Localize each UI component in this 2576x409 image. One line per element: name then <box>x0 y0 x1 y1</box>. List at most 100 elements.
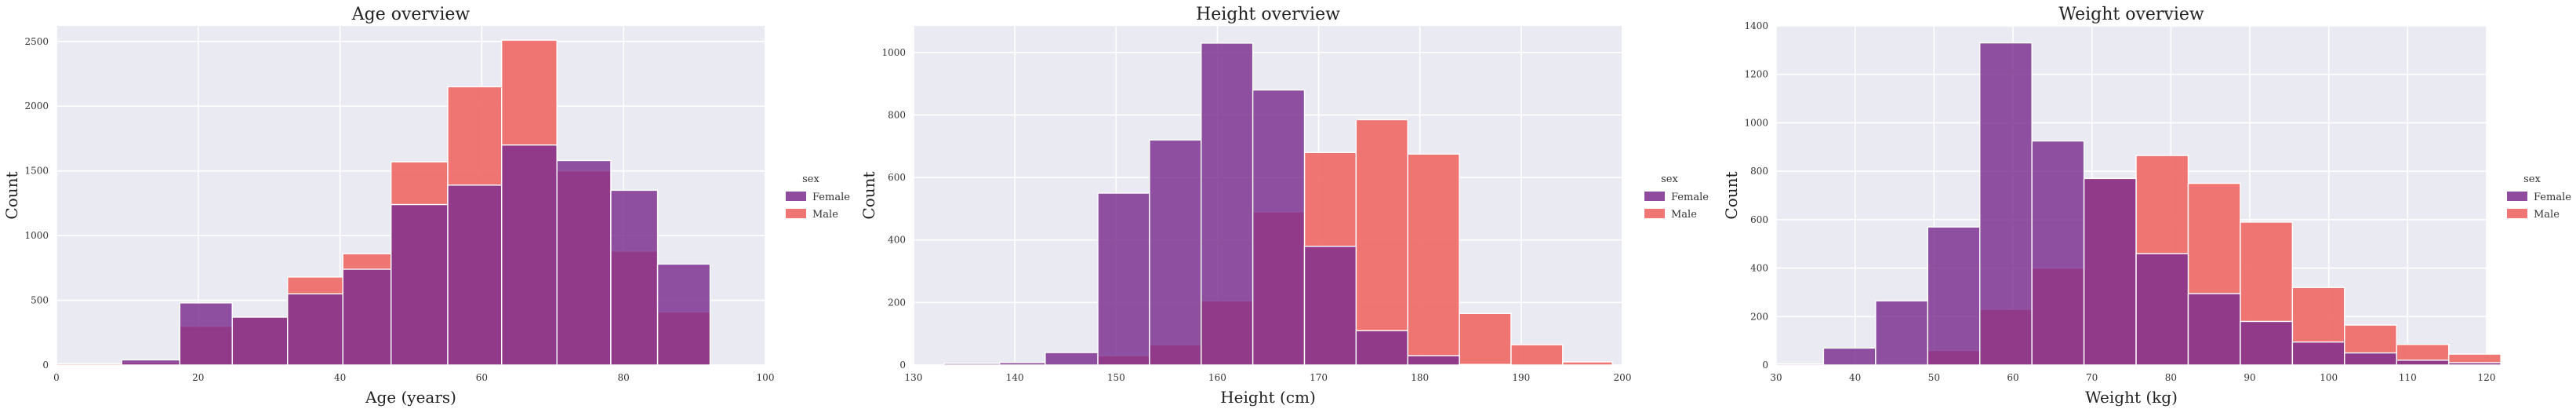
bar-female <box>287 293 343 366</box>
bar-female <box>1927 226 1981 366</box>
y-tick-label: 200 <box>1750 311 1768 322</box>
x-tick-label: 50 <box>1928 372 1940 383</box>
legend: sex Female Male <box>786 173 850 221</box>
x-tick-label: 120 <box>2478 372 2496 383</box>
x-tick-label: 100 <box>2320 372 2338 383</box>
y-axis-label: Count <box>1722 171 1741 219</box>
bar-female <box>2447 362 2502 366</box>
x-tick-label: 80 <box>2165 372 2177 383</box>
bar-female <box>556 159 612 366</box>
bar-female <box>1149 139 1202 366</box>
y-tick-label: 800 <box>1750 166 1768 177</box>
y-tick-label: 1000 <box>881 47 906 58</box>
legend-title: sex <box>2523 173 2541 185</box>
x-tick-label: 160 <box>1208 372 1226 383</box>
bar-female <box>999 362 1046 366</box>
bar-female <box>1097 192 1150 366</box>
bar-female <box>1045 352 1099 366</box>
legend-label-female: Female <box>1671 192 1709 203</box>
x-tick-label: 100 <box>757 372 775 383</box>
legend: sex Female Male <box>1644 173 1709 221</box>
bar-male <box>1407 153 1460 366</box>
bar-male <box>1562 361 1613 366</box>
y-tick-label: 1400 <box>1744 20 1768 31</box>
y-tick-label: 0 <box>42 360 49 371</box>
bar-female <box>1407 355 1460 366</box>
bar-female <box>1252 89 1306 366</box>
x-tick-label: 150 <box>1107 372 1125 383</box>
bar-female <box>1979 42 2033 366</box>
bar-female <box>390 203 449 366</box>
chart-panel-1: 130 140 150 160 170 180 190 200 0 200 400 600 800 100… <box>859 5 1709 407</box>
bar-female <box>2187 293 2241 366</box>
bar-female <box>1303 246 1357 366</box>
bar-female <box>1775 363 1825 366</box>
bar-female <box>656 263 711 366</box>
x-tick-label: 170 <box>1310 372 1328 383</box>
x-axis-label: Height (cm) <box>1220 388 1316 407</box>
y-tick-label: 2500 <box>24 36 49 47</box>
legend-title: sex <box>802 173 819 185</box>
bar-female <box>447 184 503 366</box>
legend-swatch-female <box>786 192 806 201</box>
x-tick-label: 40 <box>334 372 346 383</box>
x-tick-label: 110 <box>2399 372 2417 383</box>
x-tick-label: 60 <box>2007 372 2018 383</box>
bar-female <box>1875 300 1928 366</box>
x-axis-label: Weight (kg) <box>2085 388 2178 407</box>
x-tick-label: 140 <box>1006 372 1024 383</box>
legend-label-male: Male <box>812 209 838 221</box>
bar-female <box>1459 363 1512 366</box>
x-tick-label: 0 <box>53 372 60 383</box>
legend-label-female: Female <box>2534 192 2571 203</box>
legend-swatch-male <box>2507 209 2527 218</box>
bar-female <box>231 316 289 366</box>
x-axis-label: Age (years) <box>365 388 456 407</box>
bar-female <box>2291 341 2345 366</box>
y-tick-label: 500 <box>31 295 49 306</box>
x-tick-label: 180 <box>1411 372 1429 383</box>
y-tick-label: 1200 <box>1744 69 1768 80</box>
y-tick-label: 200 <box>888 297 906 308</box>
bar-female <box>2344 352 2397 366</box>
x-tick-label: 200 <box>1614 372 1632 383</box>
chart-panel-2: 30 40 50 60 70 80 90 100 110 12002004006008001000… <box>1722 5 2571 407</box>
legend-label-male: Male <box>1671 209 1697 221</box>
x-tick-label: 80 <box>618 372 630 383</box>
bar-female <box>2031 140 2085 366</box>
y-tick-label: 800 <box>888 109 906 120</box>
x-tick-label: 70 <box>2086 372 2098 383</box>
legend-label-female: Female <box>812 192 850 203</box>
x-tick-label: 40 <box>1849 372 1861 383</box>
chart-title: Age overview <box>351 5 471 24</box>
y-tick-label: 0 <box>899 360 906 371</box>
bar-female <box>1201 42 1254 366</box>
y-tick-label: 400 <box>1750 263 1768 274</box>
y-tick-label: 600 <box>1750 214 1768 225</box>
bar-female <box>342 268 392 366</box>
legend-swatch-female <box>1644 192 1665 201</box>
y-tick-label: 1000 <box>24 230 49 241</box>
legend-swatch-male <box>786 209 806 218</box>
legend-swatch-female <box>2507 192 2527 201</box>
bar-female <box>2396 360 2450 366</box>
x-tick-label: 20 <box>192 372 204 383</box>
x-tick-label: 90 <box>2244 372 2255 383</box>
x-tick-label: 60 <box>476 372 488 383</box>
bar-female <box>943 363 1001 366</box>
chart-title: Weight overview <box>2058 5 2204 24</box>
y-tick-label: 400 <box>888 235 906 246</box>
bar-female <box>2083 177 2137 366</box>
bar-female <box>1822 347 1877 366</box>
bar-female <box>2240 320 2294 366</box>
y-axis-label: Count <box>859 171 878 219</box>
y-tick-label: 1500 <box>24 166 49 177</box>
legend-title: sex <box>1661 173 1678 185</box>
x-tick-label: 30 <box>1770 372 1782 383</box>
legend: sex Female Male <box>2507 173 2571 221</box>
bar-male <box>1510 344 1564 366</box>
x-tick-label: 190 <box>1512 372 1530 383</box>
bar-female <box>610 189 659 366</box>
